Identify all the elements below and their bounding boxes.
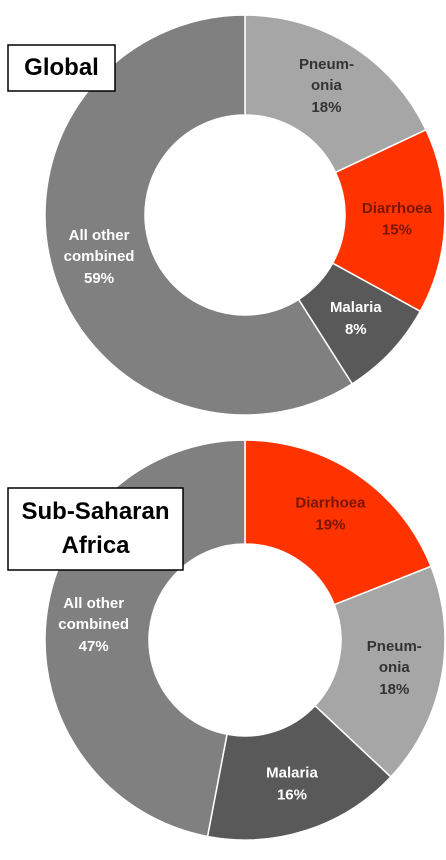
slice-value: 18% — [311, 99, 341, 116]
slice-value: 18% — [379, 681, 409, 698]
donut-slice — [244, 439, 432, 606]
slice-label: Malaria 8% — [330, 299, 382, 338]
slice-value: 47% — [79, 638, 109, 655]
slice-value: 19% — [315, 516, 345, 533]
slice-label: Pneum-onia 18% — [367, 638, 422, 698]
slice-label: All other combined 47% — [58, 595, 129, 655]
slice-category: Pneum-onia — [367, 638, 422, 676]
slice-label: Diarrhoea 19% — [295, 494, 366, 533]
slice-value: 8% — [345, 321, 367, 338]
donut-slice — [44, 14, 354, 416]
slice-category: Diarrhoea — [362, 200, 433, 217]
slice-label: Pneum-onia 18% — [299, 56, 354, 116]
slice-value: 59% — [84, 270, 114, 287]
slice-category: Malaria — [266, 765, 318, 782]
title-box — [7, 44, 116, 92]
donut-slice — [206, 704, 392, 841]
slice-value: 15% — [382, 222, 412, 239]
slice-label: Diarrhoea 15% — [362, 200, 433, 239]
slice-label: Malaria 16% — [266, 765, 318, 804]
slice-category: Malaria — [330, 299, 382, 316]
donut-slice — [313, 565, 446, 778]
slice-category: All other combined — [64, 227, 135, 265]
slice-category: All other combined — [58, 595, 129, 633]
slice-label: All other combined 59% — [64, 227, 135, 287]
chart-title: Global — [24, 54, 99, 81]
slice-category: Diarrhoea — [295, 494, 366, 511]
slice-value: 16% — [277, 787, 307, 804]
chart-title: Sub-Saharan Africa — [21, 498, 169, 559]
slice-category: Pneum-onia — [299, 56, 354, 94]
title-box — [7, 487, 184, 571]
donut-slice — [244, 14, 427, 174]
